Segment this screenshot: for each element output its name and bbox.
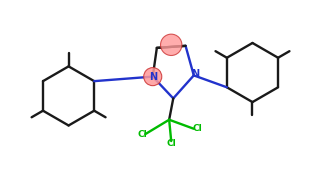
Text: Cl: Cl xyxy=(166,139,176,148)
Text: N: N xyxy=(149,72,157,82)
Circle shape xyxy=(144,68,162,86)
Text: Cl: Cl xyxy=(192,124,202,133)
Circle shape xyxy=(160,34,182,56)
Text: Cl: Cl xyxy=(137,130,147,139)
Text: N: N xyxy=(191,69,200,79)
